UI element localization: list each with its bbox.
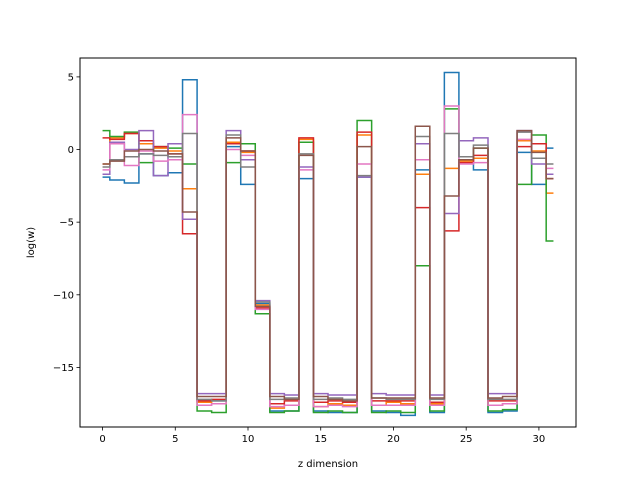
y-tick-label: 5 bbox=[68, 72, 74, 83]
series-line-8 bbox=[102, 125, 554, 402]
x-tick-label: 20 bbox=[387, 434, 400, 445]
y-axis: 5 0 −5 −10 −15 bbox=[53, 72, 80, 374]
x-tick-label: 25 bbox=[460, 434, 473, 445]
x-tick-label: 30 bbox=[533, 434, 546, 445]
series-line-7 bbox=[102, 131, 554, 402]
plot-series bbox=[102, 71, 554, 417]
x-tick-label: 5 bbox=[172, 434, 178, 445]
plot-frame bbox=[79, 57, 577, 428]
y-tick-label: −10 bbox=[53, 290, 74, 301]
x-tick-label: 0 bbox=[99, 434, 105, 445]
series-line-6 bbox=[102, 105, 554, 408]
series-line-2 bbox=[102, 132, 554, 409]
y-tick-label: 0 bbox=[68, 145, 74, 156]
x-tick-label: 10 bbox=[242, 434, 255, 445]
y-axis-label: log(w) bbox=[26, 227, 37, 258]
series-line-1 bbox=[102, 71, 554, 417]
x-axis: 0 5 10 15 20 25 30 bbox=[99, 427, 545, 445]
x-axis-label: z dimension bbox=[298, 459, 358, 470]
x-tick-label: 15 bbox=[314, 434, 327, 445]
y-tick-label: −15 bbox=[53, 363, 74, 374]
y-tick-label: −5 bbox=[59, 218, 74, 229]
series-line-5 bbox=[102, 129, 554, 396]
